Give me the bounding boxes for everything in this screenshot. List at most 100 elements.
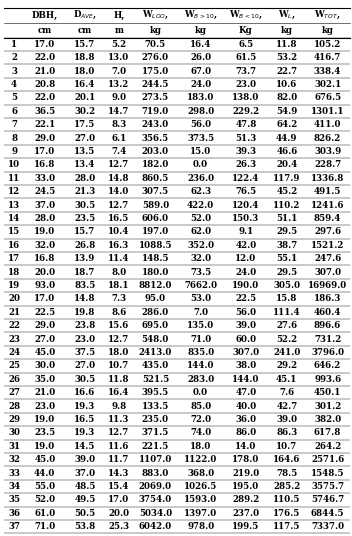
Text: 10.7: 10.7 [276,442,297,451]
Text: 183.0: 183.0 [187,93,214,102]
Text: 15: 15 [8,227,20,236]
Text: 70.5: 70.5 [145,40,166,49]
Text: 491.5: 491.5 [314,187,341,196]
Text: 23.5: 23.5 [75,214,96,223]
Text: 56.0: 56.0 [190,120,211,129]
Text: 24.5: 24.5 [34,187,55,196]
Text: 435.0: 435.0 [142,361,169,370]
Text: 11.6: 11.6 [108,442,130,451]
Text: 21: 21 [8,308,20,317]
Text: 28.0: 28.0 [74,174,96,183]
Text: 5: 5 [11,93,17,102]
Text: 896.6: 896.6 [314,321,341,330]
Text: 72.0: 72.0 [190,415,211,424]
Text: 264.2: 264.2 [314,442,341,451]
Text: 460.4: 460.4 [314,308,341,317]
Text: 30.5: 30.5 [75,200,96,210]
Text: kg: kg [281,26,293,35]
Text: 176.5: 176.5 [273,509,300,518]
Text: 62.3: 62.3 [190,187,211,196]
Text: 14.3: 14.3 [108,468,130,478]
Text: 19.3: 19.3 [74,401,96,411]
Text: W$_{LOO}$,: W$_{LOO}$, [142,10,169,21]
Text: 16.4: 16.4 [74,80,96,89]
Text: 17.5: 17.5 [74,120,96,129]
Text: 53.8: 53.8 [74,522,96,531]
Text: 86.0: 86.0 [235,428,257,437]
Text: 52.0: 52.0 [190,214,211,223]
Text: 16.4: 16.4 [190,40,211,49]
Text: 21.0: 21.0 [34,388,55,397]
Text: 16: 16 [8,241,20,250]
Text: 48.5: 48.5 [74,482,96,491]
Text: 12.7: 12.7 [108,428,130,437]
Text: 37.0: 37.0 [75,468,96,478]
Text: 10.6: 10.6 [276,80,297,89]
Text: 37.5: 37.5 [75,348,96,357]
Text: 37: 37 [8,522,20,531]
Text: m: m [114,26,124,35]
Text: 646.2: 646.2 [314,361,341,370]
Text: 16.3: 16.3 [108,241,130,250]
Text: 16.8: 16.8 [34,160,55,169]
Text: 16.4: 16.4 [108,388,130,397]
Text: 10.7: 10.7 [108,361,130,370]
Text: 2571.6: 2571.6 [311,455,344,464]
Text: 34: 34 [8,482,20,491]
Text: 27: 27 [8,388,20,397]
Text: 15.8: 15.8 [276,294,297,303]
Text: 695.0: 695.0 [142,321,169,330]
Text: 12: 12 [8,187,20,196]
Text: 1397.0: 1397.0 [184,509,217,518]
Text: 826.2: 826.2 [314,133,341,143]
Text: 83.5: 83.5 [74,281,96,290]
Text: 6844.5: 6844.5 [311,509,344,518]
Text: 105.2: 105.2 [314,40,341,49]
Text: 7.3: 7.3 [111,294,126,303]
Text: 29.5: 29.5 [276,267,297,277]
Text: 411.0: 411.0 [314,120,341,129]
Text: 18.0: 18.0 [190,442,211,451]
Text: 86.3: 86.3 [276,428,297,437]
Text: 133.5: 133.5 [142,401,169,411]
Text: 302.1: 302.1 [314,80,341,89]
Text: 23.8: 23.8 [74,321,96,330]
Text: 22.0: 22.0 [34,53,55,62]
Text: kg: kg [322,26,334,35]
Text: 27.6: 27.6 [276,321,297,330]
Text: 46.6: 46.6 [276,147,297,156]
Text: 27.0: 27.0 [34,334,55,344]
Text: 45.2: 45.2 [276,187,297,196]
Text: 195.0: 195.0 [232,482,259,491]
Text: 120.4: 120.4 [232,200,260,210]
Text: 298.0: 298.0 [187,107,214,116]
Text: 15.4: 15.4 [108,482,130,491]
Text: 1107.0: 1107.0 [139,455,172,464]
Text: 229.2: 229.2 [232,107,259,116]
Text: 7662.0: 7662.0 [184,281,217,290]
Text: 276.0: 276.0 [142,53,169,62]
Text: 19.0: 19.0 [34,415,55,424]
Text: 978.0: 978.0 [187,522,214,531]
Text: 14.0: 14.0 [235,442,257,451]
Text: 110.2: 110.2 [273,200,301,210]
Text: 1026.5: 1026.5 [184,482,217,491]
Text: 64.2: 64.2 [276,120,297,129]
Text: 27.0: 27.0 [75,361,96,370]
Text: cm: cm [38,26,52,35]
Text: 71.0: 71.0 [190,334,211,344]
Text: 2: 2 [11,53,17,62]
Text: 11.8: 11.8 [276,40,297,49]
Text: 289.2: 289.2 [232,495,259,504]
Text: 307.0: 307.0 [314,267,341,277]
Text: 110.5: 110.5 [273,495,301,504]
Text: 12.7: 12.7 [108,200,130,210]
Text: 352.0: 352.0 [187,241,214,250]
Text: 1241.6: 1241.6 [311,200,344,210]
Text: 16.6: 16.6 [74,388,96,397]
Text: W$_{B<10}$,: W$_{B<10}$, [229,10,263,21]
Text: 5.2: 5.2 [111,40,126,49]
Text: 33: 33 [8,468,20,478]
Text: 7.4: 7.4 [111,147,127,156]
Text: 23.0: 23.0 [235,80,257,89]
